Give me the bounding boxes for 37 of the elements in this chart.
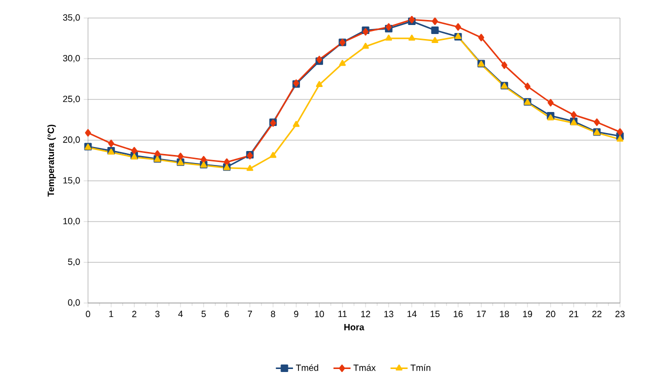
y-tick-label: 20,0	[63, 136, 80, 144]
y-tick-label: 35,0	[63, 14, 80, 22]
y-tick-label: 10,0	[63, 218, 80, 226]
x-tick-label: 18	[500, 310, 509, 318]
x-tick-label: 2	[132, 310, 136, 318]
x-axis-title: Hora	[344, 324, 364, 330]
y-tick-label: 25,0	[63, 96, 80, 104]
x-tick-label: 15	[430, 310, 440, 318]
x-tick-label: 7	[248, 310, 252, 317]
legend-label: Tméd	[296, 364, 318, 371]
x-tick-label: 3	[155, 310, 160, 318]
x-tick-label: 8	[270, 310, 276, 318]
x-tick-label: 1	[109, 310, 114, 317]
x-tick-label: 10	[314, 310, 324, 318]
x-tick-label: 16	[454, 310, 463, 318]
legend-label: Tmín	[410, 364, 430, 371]
legend-label: Tmáx	[353, 364, 376, 371]
y-tick-label: 15,0	[63, 177, 80, 185]
y-tick-label: 30,0	[63, 54, 80, 62]
x-tick-label: 19	[523, 310, 532, 318]
x-tick-label: 4	[178, 310, 183, 317]
x-tick-label: 23	[615, 310, 625, 318]
x-tick-label: 21	[569, 310, 578, 318]
y-tick-label: 0,0	[68, 299, 80, 307]
x-tick-label: 11	[338, 310, 347, 317]
x-tick-label: 17	[476, 310, 486, 317]
x-tick-label: 9	[294, 310, 298, 318]
x-tick-label: 5	[202, 310, 206, 318]
x-tick-label: 20	[546, 310, 556, 318]
y-tick-label: 5,0	[68, 258, 80, 266]
x-tick-label: 22	[592, 310, 602, 318]
x-tick-label: 12	[361, 310, 370, 318]
y-axis-title: Temperatura (°C)	[47, 124, 56, 197]
x-tick-label: 0	[86, 310, 90, 318]
x-tick-label: 14	[408, 310, 417, 317]
x-tick-label: 13	[384, 310, 394, 318]
x-tick-label: 6	[224, 310, 229, 318]
